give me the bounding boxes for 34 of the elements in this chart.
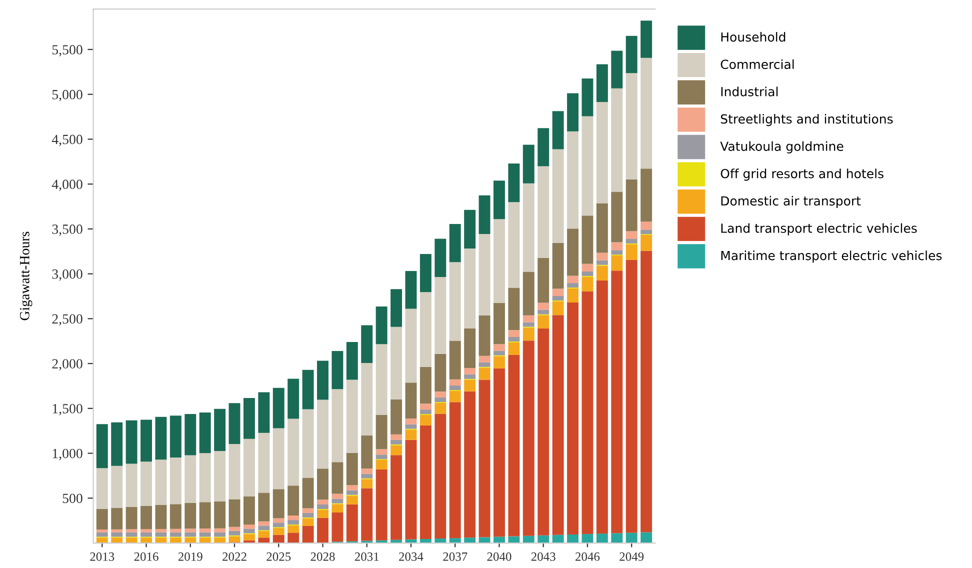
x-tick-label: 2022: [222, 552, 246, 561]
legend-label: Domestic air transport: [721, 196, 861, 208]
legend-label: Streetlights and institutions: [720, 114, 893, 126]
x-tick-label: 2049: [620, 552, 644, 561]
x-tick-label: 2040: [487, 552, 512, 561]
y-tick-label: 2,000: [52, 359, 82, 370]
legend-label: Household: [721, 32, 786, 42]
y-tick-label: 4,000: [52, 180, 82, 192]
x-tick-label: 2037: [443, 552, 468, 561]
legend-label: Commercial: [720, 59, 794, 70]
x-tick-label: 2031: [354, 552, 379, 561]
x-tick-label: 2043: [531, 552, 556, 561]
x-tick-label: 2034: [399, 552, 424, 561]
x-tick-label: 2016: [134, 552, 158, 561]
y-tick-label: 1,500: [52, 404, 82, 416]
y-axis-title: Gigawatt-Hours: [20, 232, 32, 320]
y-tick-label: 3,500: [52, 224, 82, 236]
y-tick-label: 2,500: [52, 314, 82, 326]
legend-label: Maritime transport electric vehicles: [721, 250, 942, 263]
x-tick-label: 2046: [576, 552, 600, 561]
y-tick-label: 1,000: [52, 448, 82, 460]
x-tick-label: 2028: [310, 552, 335, 561]
y-tick-label: 5,500: [52, 45, 82, 56]
legend-label: Industrial: [721, 86, 778, 96]
legend-label: Vatukoula goldmine: [720, 141, 844, 154]
y-tick-label: 4,500: [52, 134, 82, 146]
x-tick-label: 2013: [90, 552, 114, 561]
y-tick-label: 3,000: [52, 269, 82, 281]
x-tick-label: 2025: [266, 552, 291, 561]
legend-label: Land transport electric vehicles: [721, 223, 917, 236]
legend-label: Off grid resorts and hotels: [720, 168, 884, 181]
y-tick-label: 5,000: [52, 90, 82, 102]
y-tick-label: 500: [62, 494, 82, 504]
x-tick-label: 2019: [178, 552, 202, 561]
